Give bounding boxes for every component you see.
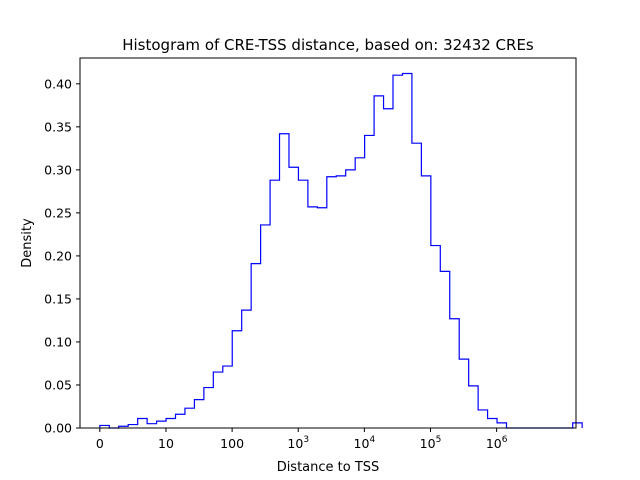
y-tick-label: 0.05 bbox=[44, 377, 72, 392]
x-tick-label: 10 bbox=[158, 436, 174, 451]
plot-frame bbox=[79, 57, 577, 429]
x-tick-label: 0 bbox=[96, 436, 104, 451]
y-tick-label: 0.10 bbox=[44, 334, 72, 349]
y-tick-label: 0.20 bbox=[44, 248, 72, 263]
y-tick-label: 0.25 bbox=[44, 205, 72, 220]
x-tick-label: 105 bbox=[420, 435, 442, 451]
x-tick-exponent: 4 bbox=[369, 435, 375, 445]
x-tick-exponent: 6 bbox=[502, 435, 508, 445]
x-tick-label: 106 bbox=[486, 435, 508, 451]
x-tick-exponent: 3 bbox=[303, 435, 309, 445]
chart-title: Histogram of CRE-TSS distance, based on:… bbox=[122, 36, 534, 54]
histogram-line bbox=[99, 72, 583, 429]
x-tick-base: 10 bbox=[158, 436, 174, 451]
y-axis-ticks: 0.00 0.05 0.10 0.15 0.20 0.25 0.30 0.35 0.40 bbox=[44, 76, 80, 436]
x-tick-base: 10 bbox=[287, 436, 303, 451]
x-tick-base: 0 bbox=[96, 436, 104, 451]
x-tick-label: 100 bbox=[220, 436, 244, 451]
x-tick-base: 10 bbox=[486, 436, 502, 451]
y-tick-label: 0.40 bbox=[44, 76, 72, 91]
x-tick-label: 104 bbox=[354, 435, 376, 451]
x-axis-ticks: 0 10 100 103 104 105 106 bbox=[96, 428, 508, 451]
x-axis-label: Distance to TSS bbox=[277, 460, 380, 475]
x-tick-exponent: 5 bbox=[436, 435, 442, 445]
y-tick-label: 0.15 bbox=[44, 291, 72, 306]
y-tick-label: 0.35 bbox=[44, 119, 72, 134]
y-tick-label: 0.00 bbox=[44, 421, 72, 436]
x-tick-base: 10 bbox=[354, 436, 370, 451]
x-tick-base: 100 bbox=[220, 436, 244, 451]
y-axis-label: Density bbox=[20, 218, 35, 268]
x-tick-label: 103 bbox=[287, 435, 309, 451]
y-tick-label: 0.30 bbox=[44, 162, 72, 177]
x-tick-base: 10 bbox=[420, 436, 436, 451]
